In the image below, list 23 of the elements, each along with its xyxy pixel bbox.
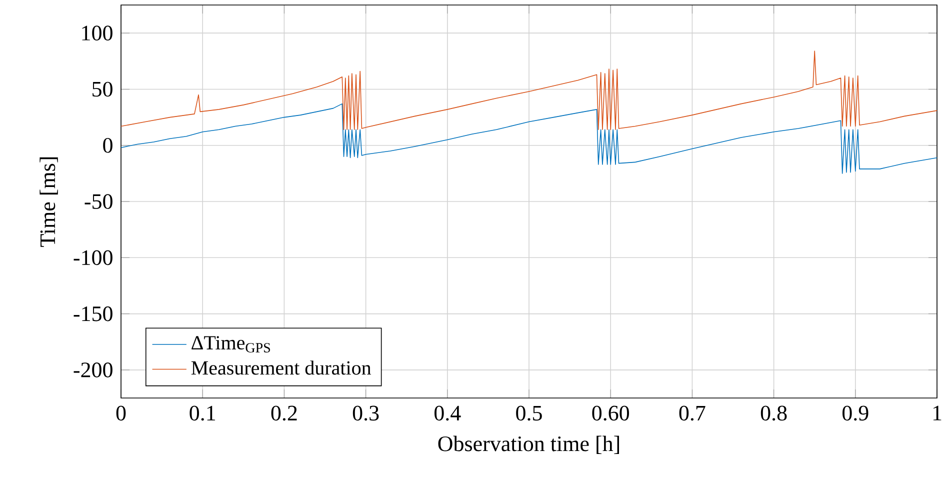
- x-tick-label: 0.9: [842, 406, 868, 421]
- x-tick-label: 0.4: [434, 406, 461, 421]
- y-tick-label: -50: [84, 194, 112, 209]
- x-tick-label: 1: [933, 406, 942, 420]
- legend-label: Measurement duration: [191, 360, 372, 375]
- y-tick-label: -100: [74, 250, 112, 266]
- x-tick-label: 0.7: [679, 406, 706, 421]
- y-tick-label: 100: [82, 26, 112, 41]
- x-tick-label: 0.3: [352, 406, 379, 421]
- y-tick-label: -150: [74, 306, 112, 322]
- line-series: [121, 103, 937, 174]
- x-tick-label: 0.60: [592, 406, 630, 421]
- y-axis-title: Time [ms]: [40, 157, 58, 247]
- y-tick-label: 50: [92, 82, 112, 97]
- x-tick-label: 0.1: [190, 406, 216, 421]
- x-tick-label: 0.2: [271, 406, 297, 421]
- legend-label: ΔTime$_{GPS}$: [192, 336, 270, 352]
- y-tick-label: -200: [74, 362, 112, 378]
- x-tick-label: 0: [116, 406, 126, 421]
- x-tick-label: 0.8: [760, 406, 787, 421]
- x-tick-label: 0.5: [516, 406, 542, 421]
- y-tick-label: 0: [103, 138, 112, 153]
- x-axis-title: Observation time [h]: [438, 436, 619, 454]
